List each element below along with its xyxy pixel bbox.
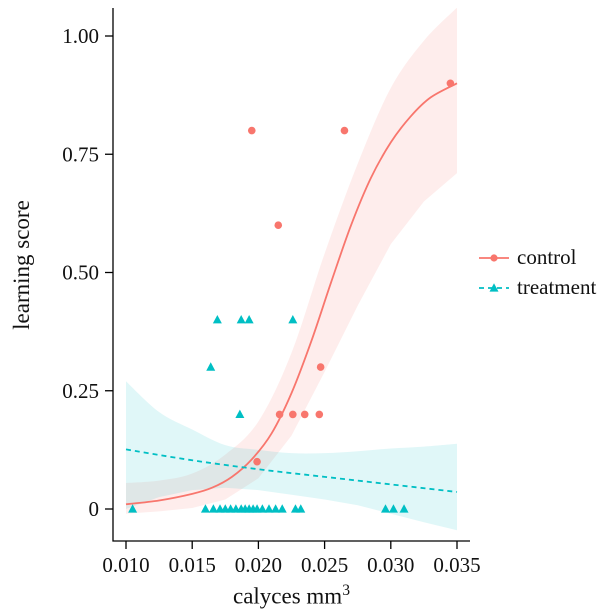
x-tick-label: 0.030 [367,553,414,577]
y-axis-title: learning score [9,200,34,330]
x-axis-title: calyces mm3 [113,582,470,610]
fit-lines [125,82,458,506]
y-tick-label: 1.00 [62,24,99,48]
treatment-point [212,315,222,324]
treatment-confidence-band [126,381,457,531]
legend: control treatment [477,245,596,300]
treatment-point [128,504,138,513]
control-point [315,410,324,419]
treatment-point [206,362,216,371]
control-point [340,126,349,135]
treatment-key-icon [479,282,509,292]
treatment-point [288,315,298,324]
y-tick-label: 0.50 [62,261,99,285]
confidence-bands [126,8,457,531]
legend-label-treatment: treatment [517,275,597,299]
treatment-point [264,504,274,513]
x-axis-title-text: calyces mm [232,583,343,609]
x-tick-label: 0.015 [169,553,216,577]
treatment-point [235,409,245,418]
control-point [274,221,283,229]
control-key-icon [479,253,509,262]
treatment-point [244,315,254,324]
treatment-point [277,504,287,513]
treatment-point [200,504,210,513]
control-point [247,126,256,135]
treatment-point [271,504,281,513]
treatment-point [236,315,246,324]
control-point [253,457,261,466]
legend-label-control: control [517,245,577,269]
y-tick-label: 0.25 [62,379,99,403]
treatment-point [388,504,398,513]
treatment-point [296,504,306,513]
control-point [300,410,309,419]
treatment-point [381,504,391,513]
x-tick-label: 0.020 [235,553,282,577]
treatment-point [208,504,218,513]
control-point [316,363,325,371]
control-fit-line [125,82,458,506]
legend-item-treatment: treatment [477,275,596,300]
x-tick-label: 0.010 [102,553,149,577]
treatment-point [399,504,409,513]
control-confidence-band [126,8,457,514]
control-point [446,79,455,88]
y-tick-label: 0 [89,497,100,521]
x-tick-label: 0.025 [301,553,348,577]
y-tick-label: 0.75 [62,142,99,166]
treatment-fit-line [125,448,458,493]
x-tick-label: 0.035 [433,553,480,577]
legend-item-control: control [477,245,596,270]
control-point [275,410,284,419]
control-point [289,410,297,419]
axis-lines [112,8,470,542]
data-points [128,79,455,513]
treatment-point [257,504,267,513]
x-axis-title-exponent: 3 [342,582,351,599]
